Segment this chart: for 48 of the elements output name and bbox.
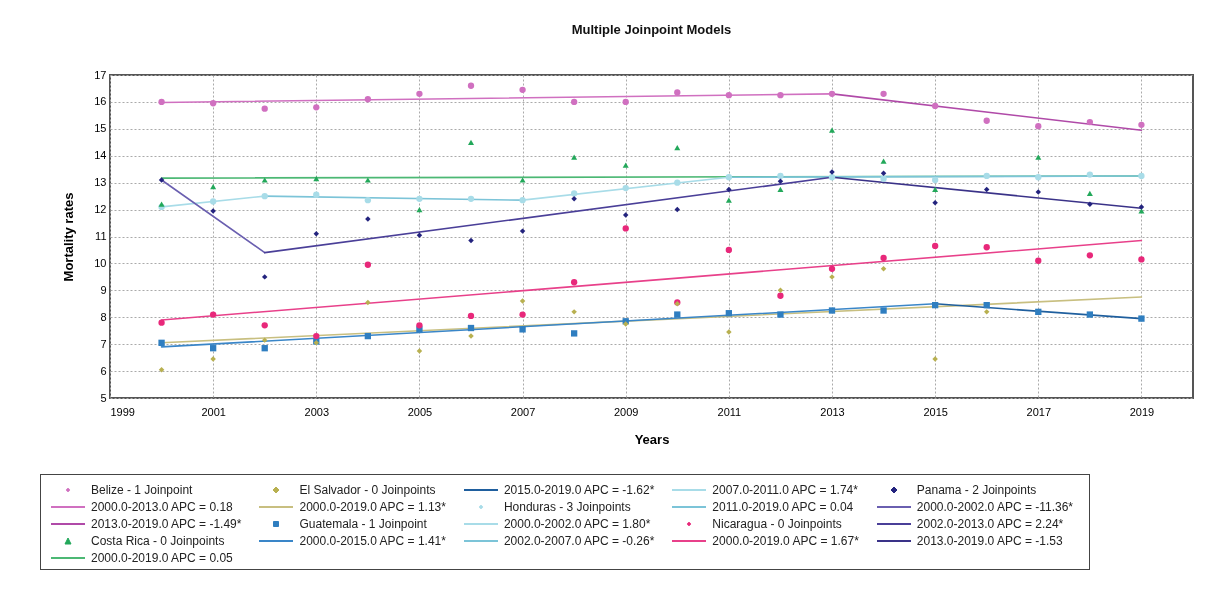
y-tick-label: 13 (94, 176, 107, 189)
y-tick-label: 17 (94, 68, 107, 81)
x-tick-label: 2019 (1129, 405, 1155, 418)
legend-label: 2000.0-2015.0 APC = 1.41* (299, 533, 446, 548)
x-tick-label: 2005 (407, 405, 433, 418)
legend-label: Costa Rica - 0 Joinpoints (91, 533, 225, 548)
y-tick-label: 7 (100, 337, 107, 350)
y-tick-label: 11 (95, 230, 107, 242)
y-tick-label: 5 (100, 391, 107, 404)
legend-label: 2000.0-2002.0 APC = 1.80* (503, 516, 651, 531)
x-tick-label: 2017 (1026, 405, 1052, 418)
legend-label: El Salvador - 0 Joinpoints (299, 482, 436, 497)
legend-label: 2015.0-2019.0 APC = -1.62* (503, 482, 655, 497)
legend-label: Panama - 2 Joinpoints (916, 482, 1037, 497)
legend-label: 2007.0-2011.0 APC = 1.74* (712, 482, 858, 497)
x-tick-label: 2003 (304, 405, 330, 418)
x-tick-label: 2011 (717, 405, 742, 418)
x-tick-label: 1999 (110, 405, 135, 418)
y-tick-label: 16 (94, 95, 107, 108)
legend-label: Guatemala - 1 Joinpoint (299, 516, 427, 531)
legend-label: 2000.0-2019.0 APC = 1.13* (299, 499, 446, 514)
chart-title: Multiple Joinpoint Models (571, 22, 732, 37)
x-tick-label: 2001 (201, 405, 226, 418)
legend-label: 2000.0-2013.0 APC = 0.18 (91, 499, 233, 514)
y-tick-label: 9 (100, 283, 107, 296)
legend-label: 2002.0-2007.0 APC = -0.26* (503, 533, 655, 548)
x-tick-label: 2007 (510, 405, 536, 418)
x-tick-label: 2009 (613, 405, 639, 418)
legend-label: Nicaragua - 0 Joinpoints (712, 516, 842, 531)
y-tick-label: 12 (94, 203, 107, 216)
x-axis-title: Years (634, 431, 670, 447)
y-tick-label: 8 (100, 310, 107, 323)
legend-label: Honduras - 3 Joinpoints (503, 499, 631, 514)
legend-label: 2000.0-2019.0 APC = 0.05 (91, 550, 233, 565)
y-tick-label: 14 (94, 149, 107, 162)
legend-label: 2011.0-2019.0 APC = 0.04 (712, 499, 854, 514)
y-tick-label: 6 (100, 364, 107, 377)
x-tick-label: 2015 (923, 405, 948, 418)
legend-label: 2002.0-2013.0 APC = 2.24* (916, 516, 1064, 531)
legend-label: 2000.0-2019.0 APC = 1.67* (712, 533, 859, 548)
legend-label: 2000.0-2002.0 APC = -11.36* (916, 499, 1074, 514)
y-tick-label: 15 (94, 122, 107, 135)
legend-label: 2013.0-2019.0 APC = -1.53 (916, 533, 1063, 548)
x-tick-label: 2013 (820, 405, 845, 418)
y-tick-label: 10 (94, 256, 107, 269)
y-axis-title: Mortality rates (61, 192, 77, 282)
legend-label: Belize - 1 Joinpoint (91, 482, 193, 497)
legend-label: 2013.0-2019.0 APC = -1.49* (91, 516, 242, 531)
